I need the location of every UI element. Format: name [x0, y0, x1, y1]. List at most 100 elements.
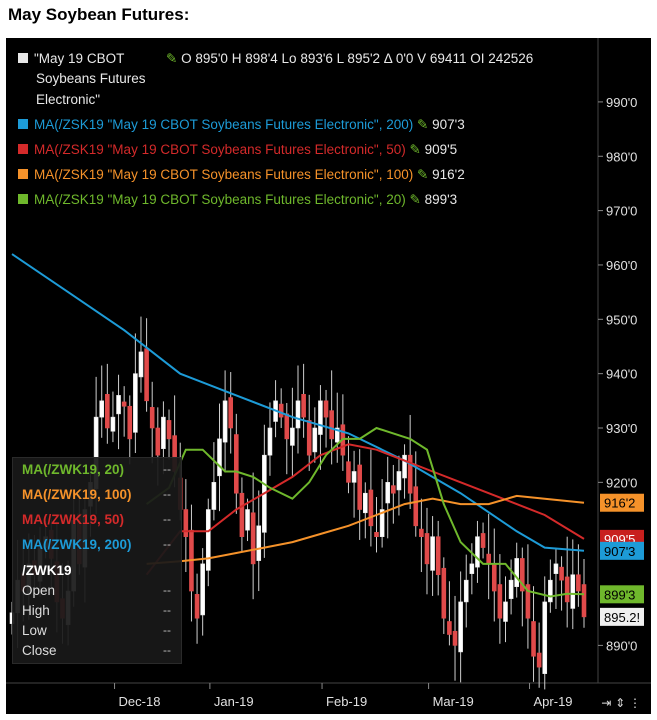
- candle-body: [553, 563, 559, 574]
- databox-low: Low --: [22, 623, 177, 638]
- candle-body: [256, 525, 262, 561]
- databox-ma-20-value: --: [163, 462, 171, 476]
- candle-body: [385, 482, 391, 504]
- expand-icon[interactable]: ⇥: [601, 696, 612, 710]
- databox-high-value: --: [163, 603, 171, 617]
- legend-ma-200[interactable]: MA(/ZSK19 "May 19 CBOT Soybeans Futures …: [18, 117, 465, 133]
- candle-body: [149, 407, 155, 429]
- databox-ma-100-value: --: [163, 487, 171, 501]
- candle-body: [379, 509, 385, 537]
- candle-body: [127, 405, 133, 440]
- databox-ma-200-label: MA(/ZWK19, 200): [22, 537, 132, 552]
- candle-body: [564, 576, 570, 603]
- candle-body: [447, 621, 452, 635]
- legend-swatch-ma-100: [18, 169, 28, 179]
- candle-body: [531, 621, 536, 657]
- candle-body: [407, 454, 413, 494]
- candle-body: [155, 427, 161, 456]
- candle-body: [105, 394, 110, 429]
- chart-panel[interactable]: 990'0 980'0 970'0 960'0 950'0 940'0 930'0 920'0…: [6, 38, 651, 714]
- candle-body: [346, 461, 351, 483]
- symbol-swatch: [18, 53, 28, 63]
- databox-symbol: /ZWK19: [22, 563, 72, 578]
- pencil-icon[interactable]: ✎: [409, 192, 421, 207]
- quote-values: O 895'0 H 898'4 Lo 893'6 L 895'2 Δ 0'0 V…: [181, 51, 534, 66]
- candle-body: [362, 492, 368, 514]
- candle-body: [514, 558, 520, 587]
- candle-body: [284, 413, 290, 440]
- legend-label-ma-50: MA(/ZSK19 "May 19 CBOT Soybeans Futures …: [34, 142, 406, 157]
- candle-body: [110, 416, 116, 432]
- candle-body: [503, 601, 508, 622]
- candle-body: [318, 400, 323, 435]
- candle-body: [234, 434, 239, 494]
- candle-body: [161, 416, 166, 449]
- candle-body: [138, 351, 144, 378]
- candle-body: [217, 438, 222, 477]
- price-tag-bg: [600, 493, 644, 512]
- candle-body: [536, 652, 542, 668]
- price-tag-bg: [600, 541, 644, 560]
- legend-ma-20[interactable]: MA(/ZSK19 "May 19 CBOT Soybeans Futures …: [18, 192, 457, 208]
- candle-body: [222, 400, 228, 443]
- candle-body: [290, 427, 295, 446]
- legend-label-ma-200: MA(/ZSK19 "May 19 CBOT Soybeans Futures …: [34, 117, 414, 132]
- pencil-icon[interactable]: ✎: [417, 167, 429, 182]
- databox-ma-50-value: --: [163, 512, 171, 526]
- x-tick-label: Jan-19: [214, 694, 254, 709]
- pencil-icon[interactable]: ✎: [409, 142, 421, 157]
- candle-body: [576, 574, 581, 592]
- legend-ma-50[interactable]: MA(/ZSK19 "May 19 CBOT Soybeans Futures …: [18, 142, 457, 158]
- candle-body: [278, 403, 284, 418]
- candle-body: [245, 509, 250, 531]
- menu-icon[interactable]: ⋮: [629, 696, 641, 710]
- x-tick-label: Feb-19: [326, 694, 367, 709]
- candle-body: [295, 400, 301, 429]
- databox-high: High --: [22, 603, 177, 618]
- candle-body: [396, 471, 402, 491]
- candle-body: [520, 558, 525, 592]
- candle-body: [267, 427, 273, 456]
- candle-body: [312, 427, 318, 453]
- candle-body: [301, 394, 306, 418]
- databox-ma-200-value: --: [163, 537, 171, 551]
- candle-body: [306, 420, 312, 456]
- price-tag-label: 907'3: [604, 544, 635, 559]
- databox-close-value: --: [163, 643, 171, 657]
- candle-body: [491, 563, 497, 592]
- databox-open: Open --: [22, 583, 177, 598]
- legend-value-ma-50: 909'5: [424, 142, 458, 157]
- pencil-icon[interactable]: ✎: [417, 117, 429, 132]
- y-tick-label: 920'0: [606, 475, 637, 490]
- databox-ma-100: MA(/ZWK19, 100) --: [22, 487, 177, 502]
- ma-line-2: [146, 494, 585, 565]
- y-tick-label: 950'0: [606, 312, 637, 327]
- x-tick-label: Mar-19: [433, 694, 474, 709]
- databox-ma-50: MA(/ZWK19, 50) --: [22, 512, 177, 527]
- price-tag-label: 899'3: [604, 587, 635, 602]
- candle-body: [200, 563, 205, 616]
- candle-body: [194, 594, 200, 619]
- chart-toolbar[interactable]: ⇥ ⇕ ⋮: [601, 696, 641, 710]
- candle-body: [323, 400, 329, 418]
- symbol-line-2: Soybeans Futures: [36, 71, 146, 86]
- candle-body: [121, 401, 127, 407]
- legend-value-ma-20: 899'3: [424, 192, 458, 207]
- legend-label-ma-20: MA(/ZSK19 "May 19 CBOT Soybeans Futures …: [34, 192, 406, 207]
- price-chart[interactable]: 990'0 980'0 970'0 960'0 950'0 940'0 930'0 920'0…: [6, 38, 651, 714]
- databox-ma-200: MA(/ZWK19, 200) --: [22, 537, 177, 552]
- candle-body: [239, 492, 245, 537]
- candle-body: [525, 584, 531, 619]
- legend-ma-100[interactable]: MA(/ZSK19 "May 19 CBOT Soybeans Futures …: [18, 167, 465, 183]
- candle-body: [334, 427, 340, 443]
- databox-ma-20-label: MA(/ZWK19, 20): [22, 462, 125, 477]
- databox-low-label: Low: [22, 623, 47, 638]
- legend-swatch-ma-200: [18, 119, 28, 129]
- candle-body: [419, 528, 424, 537]
- candle-body: [413, 486, 419, 527]
- zoom-icon[interactable]: ⇕: [615, 696, 626, 710]
- candle-body: [402, 454, 407, 479]
- quote-readout: ✎ O 895'0 H 898'4 Lo 893'6 L 895'2 Δ 0'0…: [166, 51, 533, 67]
- candle-body: [391, 485, 396, 494]
- pencil-icon[interactable]: ✎: [166, 51, 178, 66]
